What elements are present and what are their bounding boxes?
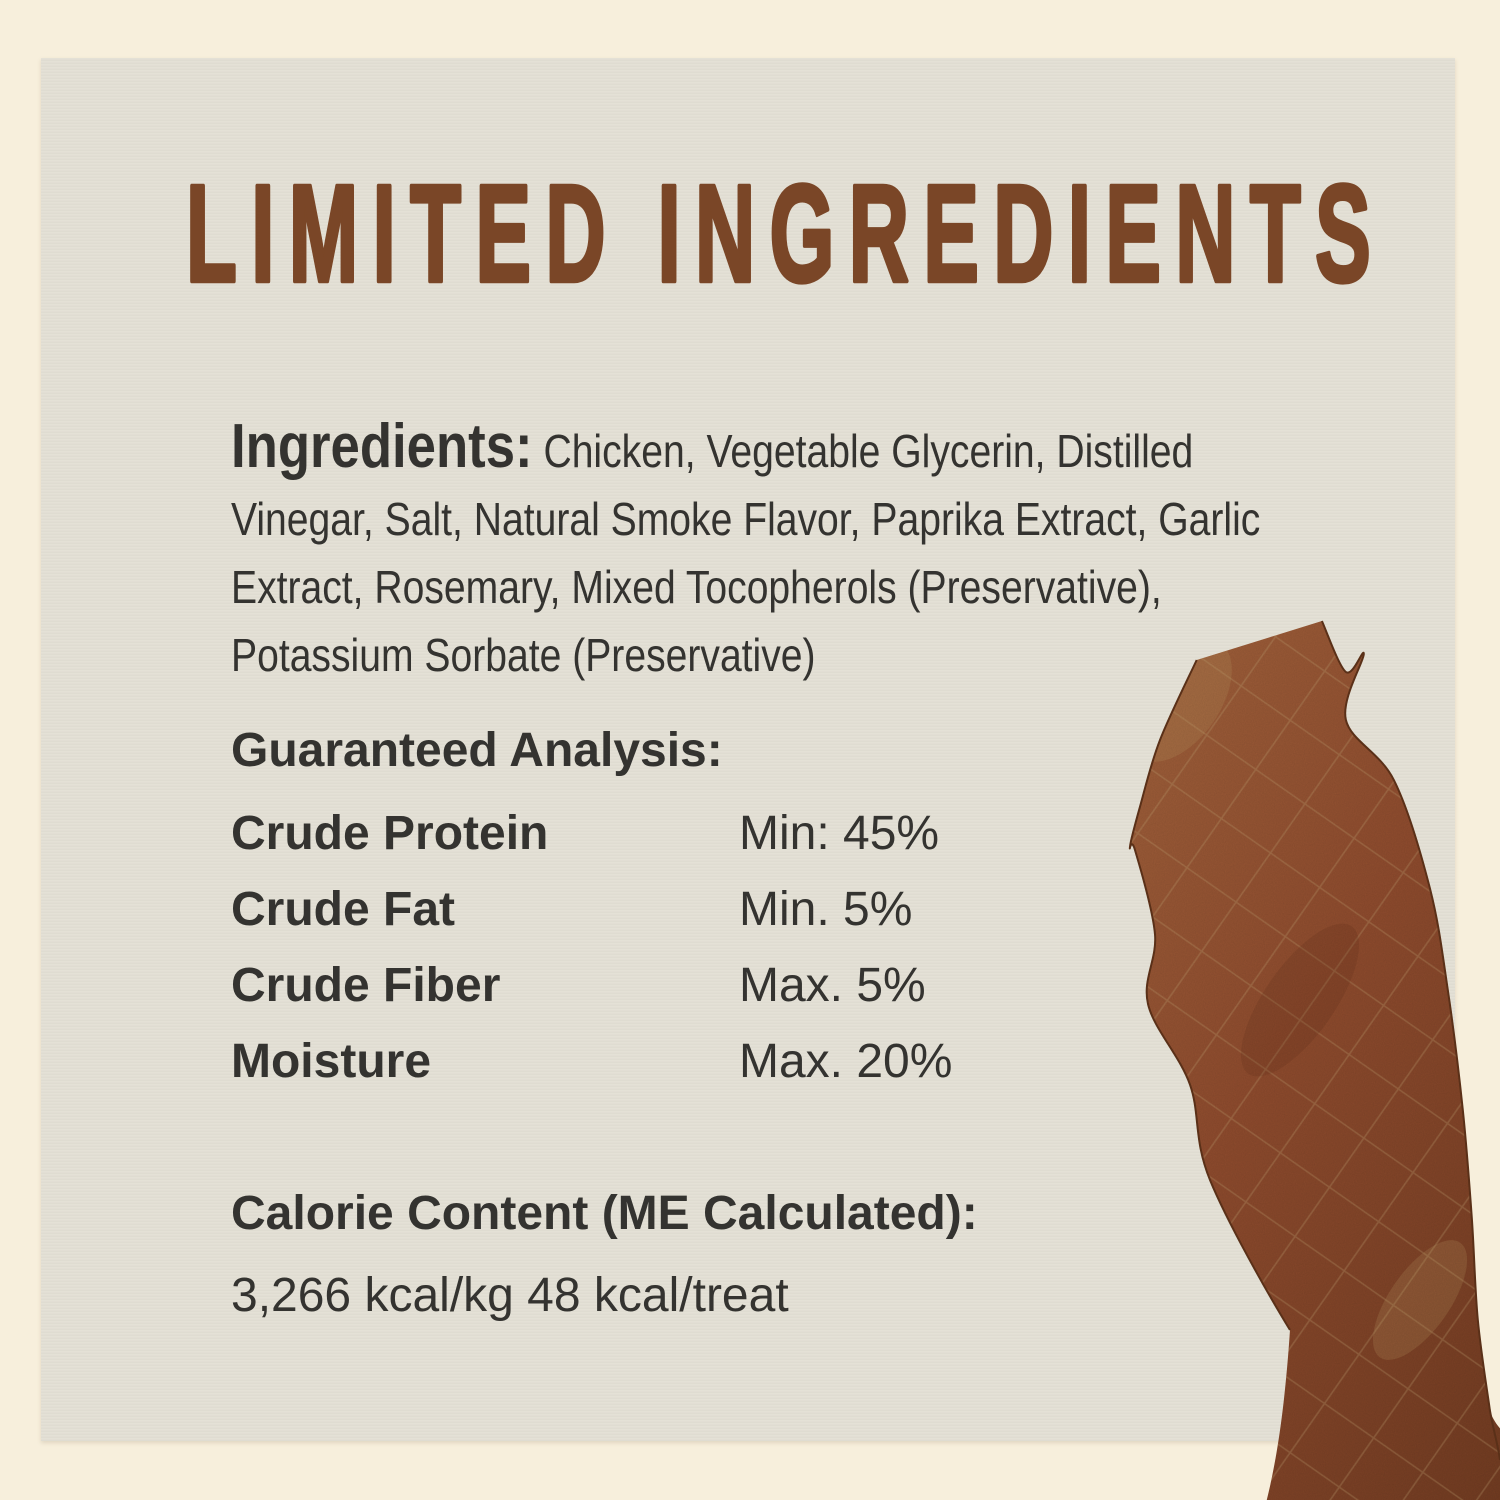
svg-text:LIMITED INGREDIENTS: LIMITED INGREDIENTS [186,168,1385,311]
